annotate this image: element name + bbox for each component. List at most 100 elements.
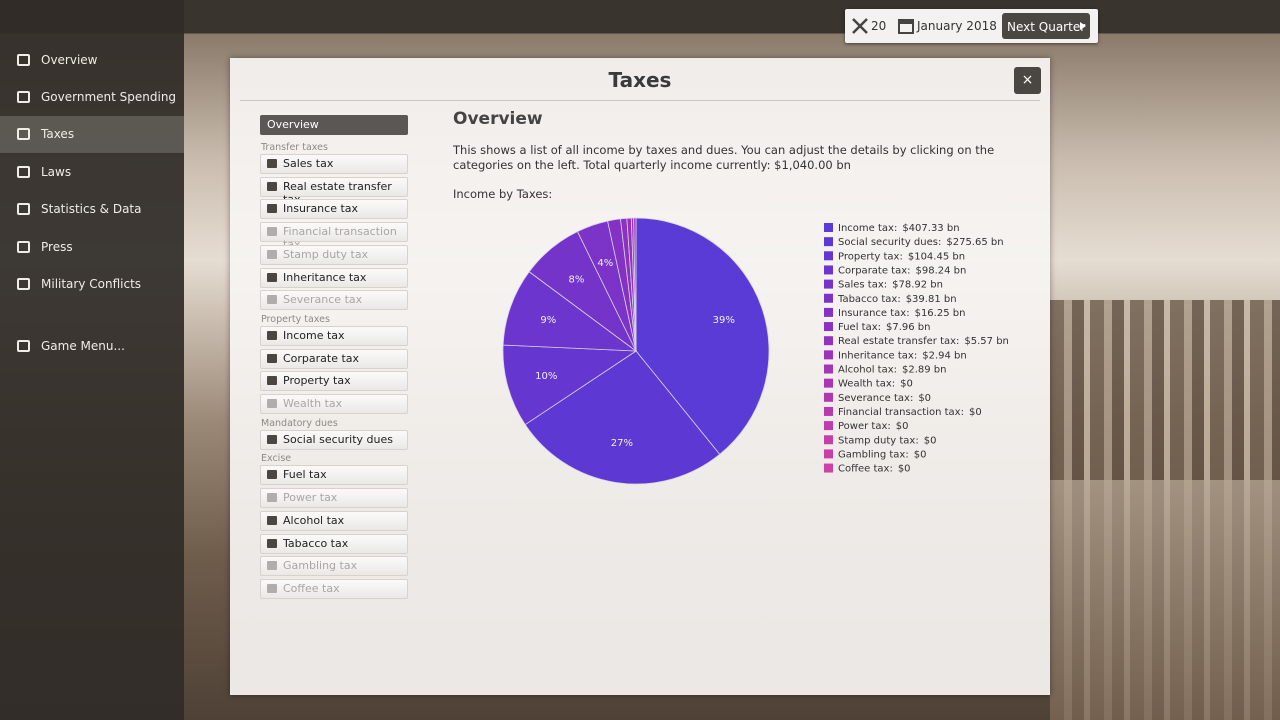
- background-city: [1050, 480, 1280, 720]
- sidebar-icon: [17, 278, 30, 290]
- menu-icon: [267, 159, 277, 168]
- legend-entry: Financial transaction tax: $0: [838, 407, 982, 418]
- legend-value: $78.92 bn: [892, 280, 943, 291]
- menu-label: Inheritance tax: [283, 270, 367, 284]
- menu-item[interactable]: Income tax: [260, 325, 408, 346]
- menu-item[interactable]: Sales tax: [260, 154, 408, 174]
- legend-name: Property tax:: [838, 251, 903, 262]
- menu-item[interactable]: Tabacco tax: [260, 533, 408, 554]
- calendar-icon: [898, 19, 914, 34]
- legend-entry: Alcohol tax: $2.89 bn: [838, 365, 946, 376]
- legend-name: Inheritance tax:: [838, 350, 917, 361]
- menu-item[interactable]: Insurance tax: [260, 199, 408, 220]
- menu-icon: [267, 434, 277, 444]
- legend-name: Tabacco tax:: [837, 294, 901, 305]
- menu-icon: [267, 204, 277, 214]
- top-panel: 20 January 2018 Next Quarter: [845, 9, 1098, 43]
- sidebar-item[interactable]: Taxes: [0, 116, 184, 153]
- menu-item: Financial transaction tax: [260, 222, 408, 251]
- menu-label: Insurance tax: [283, 202, 359, 216]
- slice-label: 39%: [713, 315, 735, 326]
- menu-icon: [267, 470, 277, 480]
- legend-swatch: [824, 350, 833, 360]
- legend-value: $5.57 bn: [964, 336, 1009, 347]
- menu-item[interactable]: Property tax: [260, 371, 408, 392]
- legend-swatch: [824, 421, 833, 431]
- sidebar-item[interactable]: Statistics & Data: [0, 191, 184, 228]
- legend-name: Real estate transfer tax:: [838, 336, 959, 347]
- legend-name: Coffee tax:: [838, 464, 893, 475]
- current-date: January 2018: [917, 19, 997, 33]
- legend-entry: Income tax: $407.33 bn: [838, 223, 960, 234]
- menu-icon: [267, 181, 277, 191]
- menu-item[interactable]: Fuel tax: [260, 465, 408, 486]
- pie-slice: [524, 350, 721, 485]
- menu-item: Severance tax: [260, 290, 408, 311]
- sidebar-item[interactable]: Laws: [0, 154, 184, 191]
- next-quarter-button[interactable]: Next Quarter: [1002, 13, 1090, 39]
- divider: [240, 100, 1040, 101]
- menu-icon: [267, 515, 277, 525]
- menu-item[interactable]: Corparate tax: [260, 348, 408, 369]
- legend-swatch: [824, 435, 833, 445]
- menu-label: Sales tax: [283, 157, 334, 170]
- menu-label: Corparate tax: [283, 351, 360, 365]
- legend-entry: Property tax: $104.45 bn: [838, 251, 965, 262]
- menu-item: Wealth tax: [260, 394, 408, 414]
- sidebar-item[interactable]: Game Menu...: [0, 328, 184, 365]
- menu-label: Tabacco tax: [283, 536, 349, 550]
- legend-value: $0: [900, 379, 913, 390]
- legend-name: Insurance tax:: [838, 308, 910, 319]
- menu-label: Income tax: [283, 328, 345, 342]
- menu-item[interactable]: Alcohol tax: [260, 510, 408, 531]
- menu-heading: Transfer taxes: [261, 142, 328, 153]
- sidebar-item[interactable]: Overview: [0, 42, 184, 79]
- menu-label: Property tax: [283, 374, 351, 388]
- legend-value: $2.89 bn: [902, 365, 947, 376]
- menu-label: Alcohol tax: [283, 513, 345, 527]
- legend-value: $0: [924, 435, 937, 446]
- menu-icon: [267, 493, 277, 503]
- menu-icon: [267, 353, 277, 363]
- menu-icon: [267, 561, 277, 571]
- slice-label: 8%: [569, 274, 585, 285]
- sidebar-item[interactable]: Press: [0, 229, 184, 266]
- sidebar-item[interactable]: Military Conflicts: [0, 266, 184, 303]
- legend-swatch: [824, 307, 833, 317]
- legend-swatch: [824, 463, 833, 473]
- content-description: This shows a list of all income by taxes…: [453, 143, 995, 172]
- pie-slice: [635, 217, 770, 455]
- legend-value: $0: [914, 449, 927, 460]
- menu-label: Power tax: [283, 491, 338, 505]
- menu-item: Power tax: [260, 488, 408, 509]
- legend-entry: Insurance tax: $16.25 bn: [838, 308, 965, 319]
- legend-swatch: [824, 293, 833, 303]
- legend-swatch: [824, 223, 833, 232]
- legend-value: $104.45 bn: [908, 251, 965, 262]
- slice-label: 10%: [535, 371, 557, 382]
- sidebar-label: Government Spending: [41, 90, 177, 104]
- legend-swatch: [824, 449, 833, 459]
- slice-label: 27%: [611, 438, 633, 449]
- menu-heading: Property taxes: [261, 313, 330, 325]
- legend-entry: Inheritance tax: $2.94 bn: [838, 350, 967, 361]
- workers-count: 20: [871, 19, 887, 33]
- menu-item[interactable]: Social security dues: [260, 429, 408, 450]
- legend-swatch: [824, 251, 833, 261]
- sidebar-icon: [17, 166, 30, 178]
- sidebar-label: Laws: [41, 165, 72, 179]
- legend-entry: Corparate tax: $98.24 bn: [838, 265, 966, 276]
- legend-swatch: [824, 279, 833, 289]
- menu-item[interactable]: Overview: [260, 115, 408, 135]
- sidebar-icon: [17, 128, 30, 140]
- menu-item[interactable]: Inheritance tax: [260, 267, 408, 288]
- legend-swatch: [824, 378, 833, 388]
- sidebar-item[interactable]: Government Spending: [0, 79, 184, 116]
- sidebar: Overview Government Spending Taxes Laws Stat…: [0, 0, 184, 720]
- content-heading: Overview: [453, 109, 543, 129]
- menu-label: Fuel tax: [283, 468, 327, 482]
- legend-value: $2.94 bn: [922, 350, 967, 361]
- legend-entry: Severance tax: $0: [838, 393, 931, 404]
- legend-entry: Tabacco tax: $39.81 bn: [837, 294, 957, 305]
- close-button[interactable]: ×: [1014, 67, 1041, 94]
